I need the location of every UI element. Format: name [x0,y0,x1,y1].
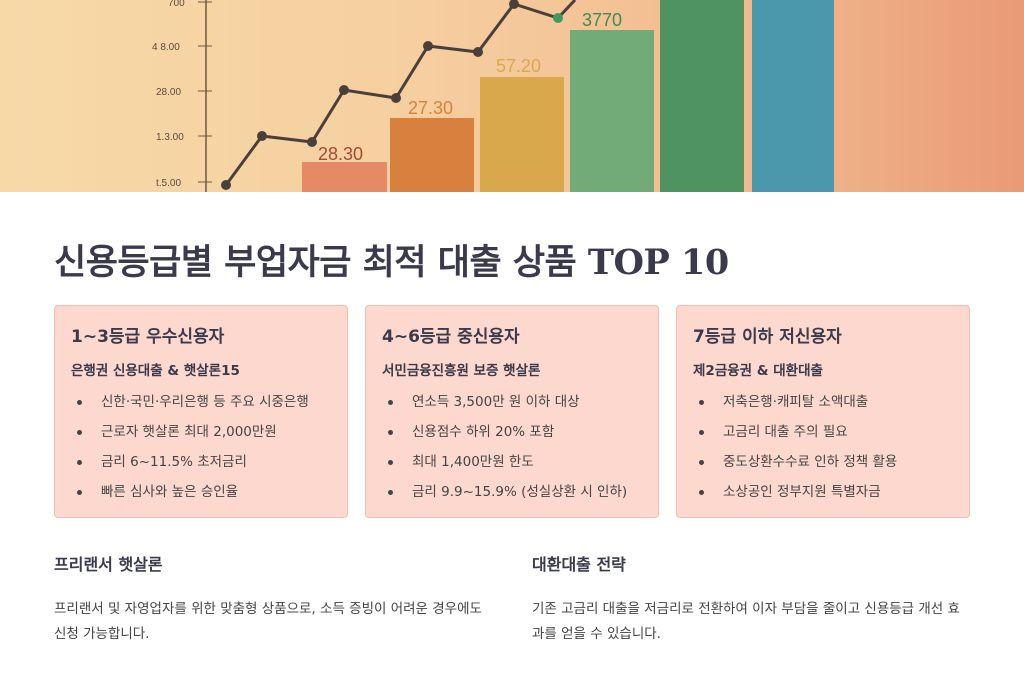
bar-label: 3770 [582,10,622,30]
section-text: 프리랜서 및 자영업자를 위한 맞춤형 상품으로, 소득 증빙이 어려운 경우에… [54,601,482,642]
credit-grade-cards: 1~3등급 우수신용자 은행권 신용대출 & 햇살론15 신한·국민·우리은행 … [54,305,970,518]
list-item: 금리 9.9~15.9% (성실상환 시 인하) [382,477,642,507]
card-title: 7등급 이하 저신용자 [693,327,842,347]
card-grade-7-below: 7등급 이하 저신용자 제2금융권 & 대환대출 저축은행·캐피탈 소액대출 고금… [676,305,970,518]
hero-chart-illustration: 700 4 8.00 28.00 1.3.00 t.5.00 28.30 27.… [152,0,834,192]
bar-label: 57.20 [496,56,541,76]
bar-label: 28.30 [318,144,363,164]
bar [660,0,744,192]
bar [302,162,387,192]
list-item: 빠른 심사와 높은 승인율 [71,477,331,507]
card-subtitle: 은행권 신용대출 & 햇살론15 [71,363,240,379]
card-title: 1~3등급 우수신용자 [71,327,225,347]
list-item: 최대 1,400만원 한도 [382,447,642,477]
list-item: 소상공인 정부지원 특별자금 [693,477,953,507]
section-freelancer-loan: 프리랜서 햇살론 프리랜서 및 자영업자를 위한 맞춤형 상품으로, 소득 증빙… [54,551,494,647]
card-subtitle: 서민금융진흥원 보증 햇살론 [382,363,541,379]
y-tick: 4 8.00 [152,42,180,53]
section-text: 기존 고금리 대출을 저금리로 전환하여 이자 부담을 줄이고 신용등급 개선 … [532,601,960,642]
bar [480,77,564,192]
hero-chart-image: 700 4 8.00 28.00 1.3.00 t.5.00 28.30 27.… [0,0,1024,192]
card-grade-1-3: 1~3등급 우수신용자 은행권 신용대출 & 햇살론15 신한·국민·우리은행 … [54,305,348,518]
section-refinance-strategy: 대환대출 전략 기존 고금리 대출을 저금리로 전환하여 이자 부담을 줄이고 … [532,551,972,647]
bar [570,30,654,192]
list-item: 연소득 3,500만 원 이하 대상 [382,387,642,417]
card-subtitle: 제2금융권 & 대환대출 [693,363,823,379]
section-title: 프리랜서 햇살론 [54,555,163,574]
list-item: 저축은행·캐피탈 소액대출 [693,387,953,417]
section-title: 대환대출 전략 [532,555,626,574]
bar [390,118,474,192]
y-tick: 1.3.00 [156,132,184,143]
page-title: 신용등급별 부업자금 최적 대출 상품 TOP 10 [54,242,729,283]
y-tick: t.5.00 [156,178,181,189]
card-grade-4-6: 4~6등급 중신용자 서민금융진흥원 보증 햇살론 연소득 3,500만 원 이… [365,305,659,518]
bar [752,0,834,192]
bar-label: 27.30 [408,98,453,118]
list-item: 고금리 대출 주의 필요 [693,417,953,447]
list-item: 근로자 햇살론 최대 2,000만원 [71,417,331,447]
card-title: 4~6등급 중신용자 [382,327,520,347]
list-item: 금리 6~11.5% 초저금리 [71,447,331,477]
y-tick: 28.00 [156,87,181,98]
list-item: 신한·국민·우리은행 등 주요 시중은행 [71,387,331,417]
list-item: 신용점수 하위 20% 포함 [382,417,642,447]
y-tick: 700 [168,0,185,9]
list-item: 중도상환수수료 인하 정책 활용 [693,447,953,477]
